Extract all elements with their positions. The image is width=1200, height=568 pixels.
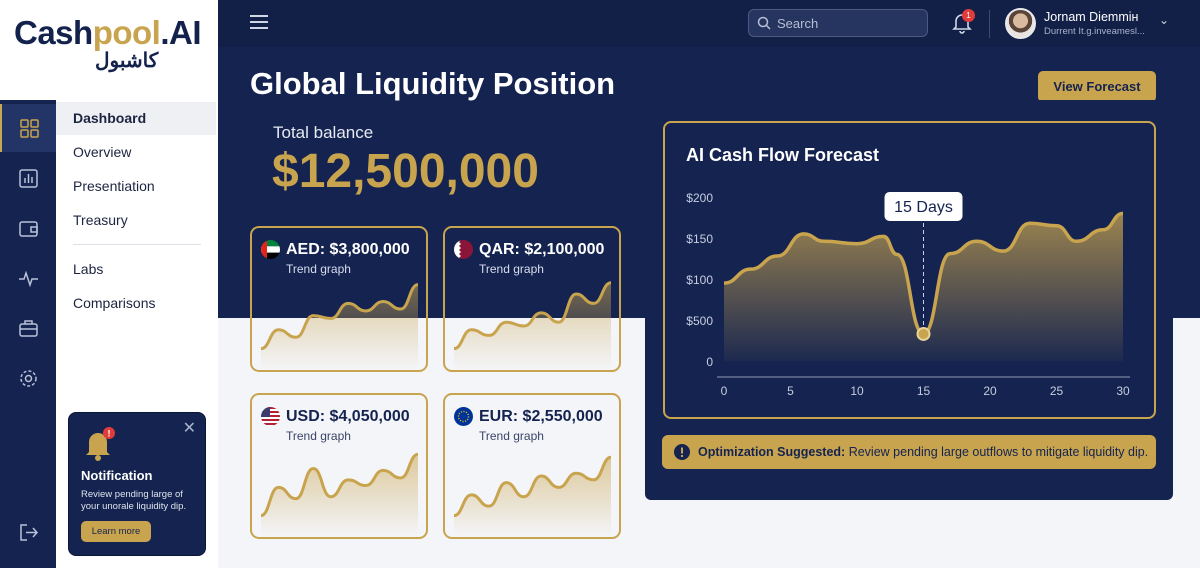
currency-amount: AED: $3,800,000 [286, 240, 410, 258]
hamburger-menu-icon[interactable] [250, 15, 268, 29]
top-bar [218, 0, 1200, 47]
alert-icon [674, 444, 690, 460]
sidebar-item-labs[interactable]: Labs [73, 261, 104, 277]
close-icon[interactable]: ✕ [182, 420, 196, 437]
wallet-nav-button[interactable] [0, 204, 56, 252]
flag-qa-icon [454, 240, 473, 259]
trend-label: Trend graph [479, 429, 544, 443]
x-tick-label: 30 [1116, 384, 1130, 398]
dashboard-nav-button[interactable] [0, 104, 56, 152]
trend-area [261, 454, 418, 537]
sidebar-item-comparisons[interactable]: Comparisons [73, 295, 156, 311]
learn-more-button[interactable]: Learn more [81, 521, 151, 542]
flag-ae-icon [261, 240, 280, 259]
x-tick-label: 20 [983, 384, 997, 398]
annotation-tooltip [884, 192, 963, 221]
y-tick-label: $500 [686, 314, 713, 328]
currency-amount: QAR: $2,100,000 [479, 240, 605, 258]
pulse-icon [18, 270, 38, 287]
search-input[interactable]: Search [748, 9, 928, 37]
flag-us-icon [261, 407, 280, 426]
trend-sparkline [260, 283, 419, 370]
menu-divider [73, 244, 201, 245]
chart-title: AI Cash Flow Forecast [686, 145, 880, 165]
y-tick-label: $200 [686, 191, 713, 205]
chart-icon [18, 168, 38, 188]
forecast-area [724, 213, 1123, 361]
currency-card-qa[interactable]: QAR: $2,100,000 Trend graph [443, 226, 621, 372]
view-forecast-button[interactable]: View Forecast [1038, 71, 1156, 102]
trend-label: Trend graph [286, 429, 351, 443]
optimization-text: Review pending large outflows to mitigat… [845, 445, 1149, 459]
trend-line [453, 281, 612, 351]
svg-text:!: ! [108, 429, 111, 439]
trend-line [260, 452, 419, 518]
trend-area [261, 284, 418, 370]
search-placeholder: Search [777, 15, 819, 31]
notification-body: Review pending large of your unorale liq… [81, 489, 187, 512]
currency-amount: USD: $4,050,000 [286, 407, 410, 425]
optimization-title: Optimization Suggested: [698, 445, 846, 459]
x-tick-label: 0 [721, 384, 728, 398]
trend-line [260, 283, 419, 351]
sidebar-item-dashboard[interactable]: Dashboard [56, 102, 216, 135]
annotation-point[interactable] [916, 326, 931, 341]
trend-area [454, 282, 611, 370]
notification-card: ! ✕ Notification Review pending large of… [68, 412, 206, 556]
optimization-banner: Optimization Suggested: Review pending l… [662, 435, 1156, 469]
y-tick-label: $150 [686, 232, 713, 246]
flag-eu-icon [454, 407, 473, 426]
logout-icon [19, 523, 38, 541]
y-tick-label: $100 [686, 273, 713, 287]
currency-card-eu[interactable]: EUR: $2,550,000 Trend graph [443, 393, 621, 539]
bell-icon: ! [86, 427, 115, 461]
briefcase-nav-button[interactable] [0, 304, 56, 352]
trend-sparkline [260, 452, 419, 537]
forecast-chart: $200 $150 $100 $500 0 0 5 10 15 20 25 30 15 Days [686, 191, 1130, 398]
currency-card-us[interactable]: USD: $4,050,000 Trend graph [250, 393, 428, 539]
currency-card-ae[interactable]: AED: $3,800,000 Trend graph [250, 226, 428, 372]
chevron-down-icon: ⌄ [1159, 13, 1170, 27]
page-title: Global Liquidity Position [250, 66, 616, 101]
gear-nav-button[interactable] [0, 354, 56, 402]
notification-title: Notification [81, 468, 153, 483]
sidebar-item-treasury[interactable]: Treasury [73, 212, 128, 228]
y-tick-label: 0 [706, 355, 713, 369]
briefcase-icon [18, 319, 38, 337]
notifications-button[interactable]: 1 [952, 9, 975, 39]
gear-icon [19, 369, 37, 387]
pulse-nav-button[interactable] [0, 254, 56, 302]
total-balance-value: $12,500,000 [272, 145, 539, 198]
annotation-label: 15 Days [894, 199, 953, 216]
sidebar-item-presentiation[interactable]: Presentiation [73, 178, 155, 194]
x-tick-label: 15 [917, 384, 931, 398]
sidebar-item-overview[interactable]: Overview [73, 144, 132, 160]
x-tick-label: 5 [787, 384, 794, 398]
trend-sparkline [453, 281, 612, 370]
chart-nav-button[interactable] [0, 154, 56, 202]
trend-area [454, 457, 611, 537]
user-role: Durrent It.g.inveamesl... [1044, 26, 1145, 37]
avatar [1005, 8, 1036, 39]
user-name: Jornam Diemmiн [1044, 10, 1139, 24]
search-icon [757, 16, 771, 30]
forecast-chart-card: AI Cash Flow Forecast $200 $150 $100 $500 0 0… [663, 121, 1156, 419]
dashboard-icon [19, 118, 39, 138]
icon-rail [0, 100, 56, 568]
logo: Cashpool.AI كاشبول [0, 0, 218, 100]
total-balance-label: Total balance [273, 123, 374, 142]
x-tick-label: 25 [1050, 384, 1064, 398]
trend-label: Trend graph [479, 262, 544, 276]
currency-amount: EUR: $2,550,000 [479, 407, 603, 425]
divider [989, 10, 990, 38]
bell-badge: 1 [962, 9, 975, 22]
trend-line [453, 455, 612, 518]
trend-sparkline [453, 455, 612, 537]
user-menu[interactable]: Jornam Diemmiн Durrent It.g.inveamesl...… [1005, 8, 1175, 40]
trend-label: Trend graph [286, 262, 351, 276]
logout-nav-button[interactable] [0, 508, 56, 556]
wallet-icon [18, 220, 38, 237]
x-tick-label: 10 [850, 384, 864, 398]
